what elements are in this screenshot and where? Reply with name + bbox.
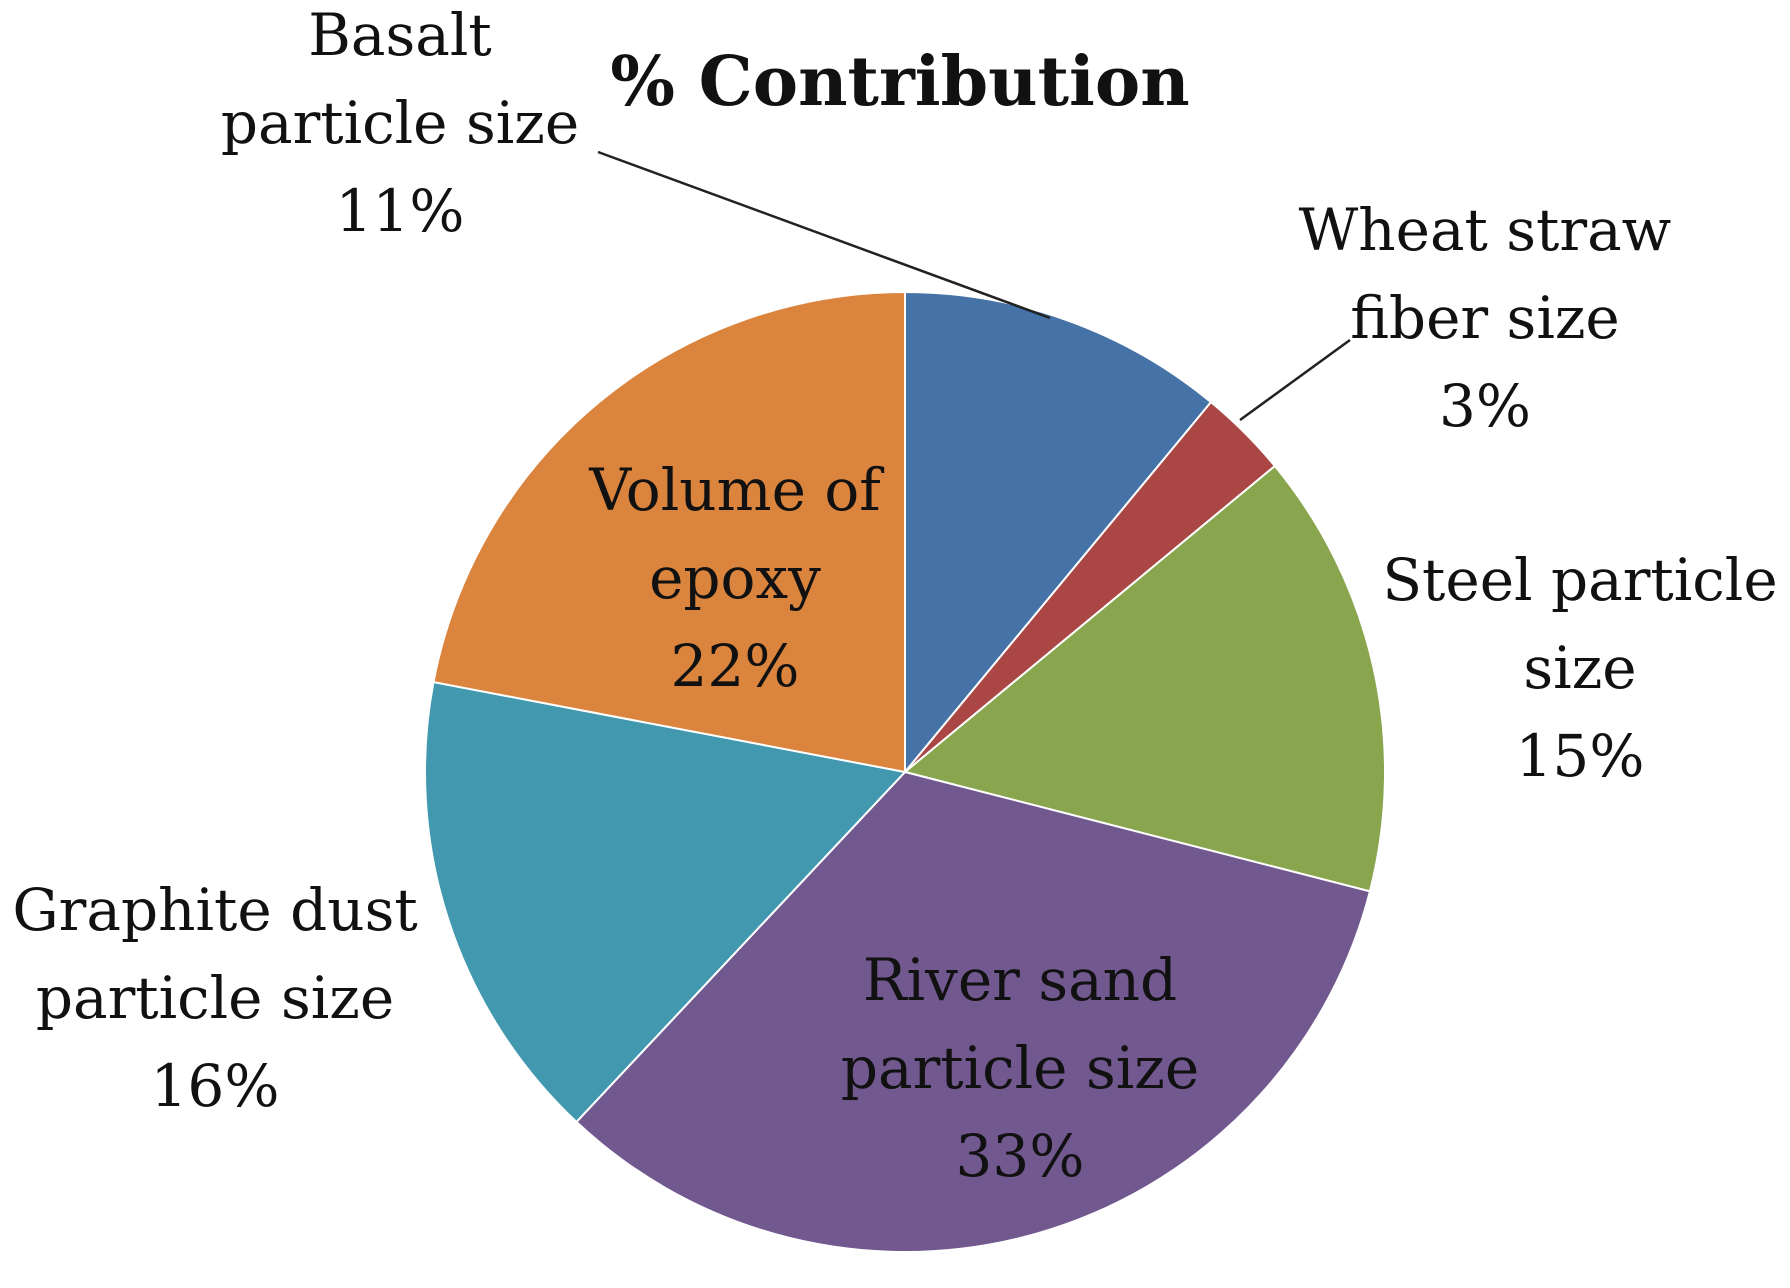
pie-slice [904,290,1213,775]
leader-line [1239,338,1351,422]
slice-category-label: epoxy [649,544,821,612]
slice-label: Graphite dust particle size 16% [12,876,417,1120]
chart-title: % Contribution [610,42,1189,122]
slice-label: Basalt particle size 11% [221,1,579,245]
slice-percent-label: 15% [1516,722,1645,790]
leader-line [597,150,1051,320]
slice-percent-label: 3% [1439,372,1531,440]
slice-category-label: particle size [36,964,394,1032]
slice-label: River sand particle size 33% [841,946,1199,1190]
pie-slices [424,290,1386,1253]
pie-slice [424,680,907,1124]
slice-category-label: Steel particle [1382,546,1777,614]
pie-slice [575,770,1372,1253]
slice-category-label: particle size [841,1034,1199,1102]
slice-percent-label: 11% [336,177,465,245]
slice-percent-label: 22% [671,632,800,700]
slice-category-label: fiber size [1350,284,1620,352]
slice-category-label: Wheat straw [1299,196,1672,264]
pie-slice [902,464,1386,893]
slice-percent-label: 16% [151,1052,280,1120]
slice-label: Volume of epoxy 22% [588,456,884,700]
pie-slice [432,290,906,774]
slice-label: Steel particle size 15% [1382,546,1777,790]
leader-lines [597,150,1351,422]
slice-category-label: Graphite dust [12,876,417,944]
slice-label: Wheat straw fiber size 3% [1299,196,1672,440]
slice-category-label: particle size [221,89,579,157]
slice-category-label: size [1523,634,1636,702]
slice-category-label: Volume of [588,456,884,524]
slice-category-label: River sand [863,946,1177,1014]
slice-labels: Basalt particle size 11% Wheat straw fiber s… [12,1,1777,1190]
slice-category-label: Basalt [308,1,491,69]
slice-percent-label: 33% [956,1122,1085,1190]
